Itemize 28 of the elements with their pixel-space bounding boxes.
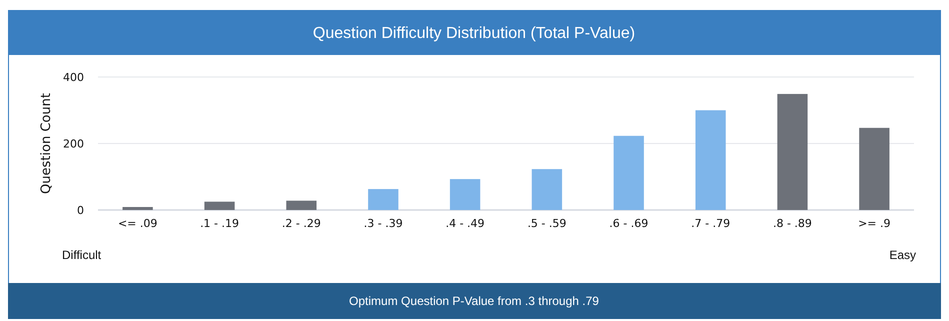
x-tick-label: <= .09 <box>118 217 158 230</box>
x-tick-label: .5 - .59 <box>527 217 566 230</box>
text: Easy <box>889 248 916 262</box>
y-tick-label: 400 <box>63 70 84 84</box>
x-tick-label: .3 - .39 <box>364 217 403 230</box>
text: Optimum Question P-Value from .3 through .79 <box>349 294 600 308</box>
bar <box>777 94 808 210</box>
bar <box>532 169 562 210</box>
x-tick-label: .2 - .29 <box>282 217 321 230</box>
y-axis-title: Question Count <box>39 93 54 194</box>
x-tick-label: .1 - .19 <box>200 217 240 230</box>
text: Difficult <box>62 248 102 262</box>
bar <box>286 200 317 210</box>
bar <box>204 202 235 210</box>
bar <box>122 207 153 210</box>
bar <box>859 128 890 210</box>
bar <box>695 110 726 210</box>
x-tick-label: .7 - .79 <box>691 217 730 230</box>
bar <box>368 189 398 210</box>
x-tick-label: .6 - .69 <box>609 217 648 230</box>
x-tick-label: .4 - .49 <box>446 217 485 230</box>
chart-title: Question Difficulty Distribution (Total P-Value) <box>312 25 636 42</box>
y-tick-label: 200 <box>63 137 84 150</box>
y-tick-label: 0 <box>77 204 84 217</box>
bar <box>614 136 644 210</box>
bar <box>450 179 480 210</box>
x-tick-label: >= .9 <box>858 217 891 230</box>
x-tick-label: .8 - .89 <box>772 217 812 230</box>
